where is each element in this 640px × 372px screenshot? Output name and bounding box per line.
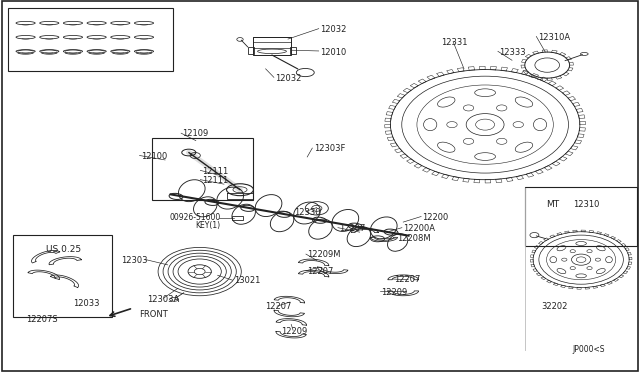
Text: 12207: 12207 bbox=[339, 224, 365, 233]
Text: 12310A: 12310A bbox=[538, 33, 570, 42]
Text: 12208M: 12208M bbox=[397, 234, 431, 243]
Text: 12333: 12333 bbox=[499, 48, 526, 57]
Text: 12303A: 12303A bbox=[147, 295, 179, 304]
Text: KEY(1): KEY(1) bbox=[196, 221, 221, 230]
Text: 12207: 12207 bbox=[265, 302, 292, 311]
Text: 12209M: 12209M bbox=[307, 250, 340, 259]
Text: MT: MT bbox=[547, 200, 560, 209]
Bar bbox=[232, 216, 243, 220]
Text: 12207: 12207 bbox=[394, 275, 420, 284]
Bar bbox=[525, 187, 637, 246]
Text: 12200A: 12200A bbox=[403, 224, 435, 233]
Text: US 0.25: US 0.25 bbox=[46, 245, 81, 254]
Text: 12033: 12033 bbox=[73, 299, 100, 308]
Text: 12111: 12111 bbox=[202, 176, 228, 185]
Text: 12032: 12032 bbox=[320, 25, 346, 34]
Text: 12032: 12032 bbox=[275, 74, 301, 83]
Bar bbox=[152, 138, 253, 200]
Text: 12310: 12310 bbox=[573, 200, 600, 209]
Text: 12207: 12207 bbox=[307, 267, 333, 276]
Bar bbox=[253, 37, 291, 55]
Text: 12303: 12303 bbox=[121, 256, 147, 265]
Text: 00926-51600: 00926-51600 bbox=[170, 213, 221, 222]
Text: 12111: 12111 bbox=[202, 167, 228, 176]
Text: 12010: 12010 bbox=[320, 48, 346, 57]
Text: 12330: 12330 bbox=[294, 208, 321, 217]
Text: 12209: 12209 bbox=[281, 327, 308, 336]
Text: JP000<S: JP000<S bbox=[573, 345, 605, 354]
Text: 12209: 12209 bbox=[381, 288, 407, 296]
Text: 12303F: 12303F bbox=[314, 144, 345, 153]
Text: 13021: 13021 bbox=[234, 276, 260, 285]
Text: 12207S: 12207S bbox=[26, 315, 58, 324]
Bar bbox=[13, 235, 112, 317]
Text: 32202: 32202 bbox=[541, 302, 567, 311]
Text: FRONT: FRONT bbox=[140, 310, 168, 319]
Text: 12109: 12109 bbox=[182, 129, 209, 138]
Text: 12200: 12200 bbox=[422, 213, 449, 222]
Bar bbox=[248, 47, 254, 54]
Text: 12100: 12100 bbox=[141, 152, 167, 161]
Bar bbox=[290, 47, 296, 54]
Text: 12331: 12331 bbox=[441, 38, 468, 47]
Bar bbox=[8, 8, 173, 71]
